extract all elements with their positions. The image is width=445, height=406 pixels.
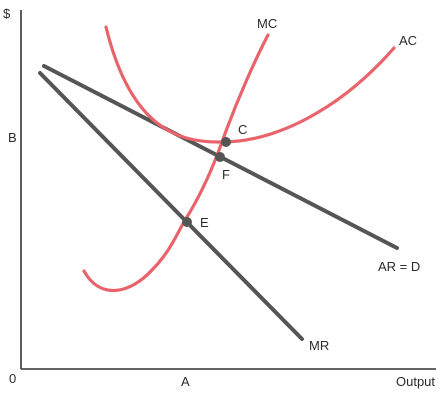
- point-f-label: F: [222, 167, 230, 182]
- point-f: [215, 152, 225, 162]
- point-c-label: C: [238, 122, 247, 137]
- ac-label: AC: [399, 33, 417, 48]
- point-e: [182, 217, 192, 227]
- y-tick-b: B: [8, 130, 17, 145]
- mc-curve: [82, 33, 270, 292]
- ac-curve: [104, 25, 396, 144]
- y-axis-label: $: [3, 6, 11, 21]
- mr-line: [38, 71, 304, 341]
- ar-d-label: AR = D: [378, 259, 420, 274]
- x-axis-label: Output: [396, 374, 435, 389]
- mr-label: MR: [309, 338, 329, 353]
- mc-label: MC: [257, 16, 277, 31]
- x-tick-a: A: [181, 374, 190, 389]
- point-e-label: E: [200, 215, 209, 230]
- origin-label: 0: [9, 371, 16, 386]
- point-c: [221, 137, 231, 147]
